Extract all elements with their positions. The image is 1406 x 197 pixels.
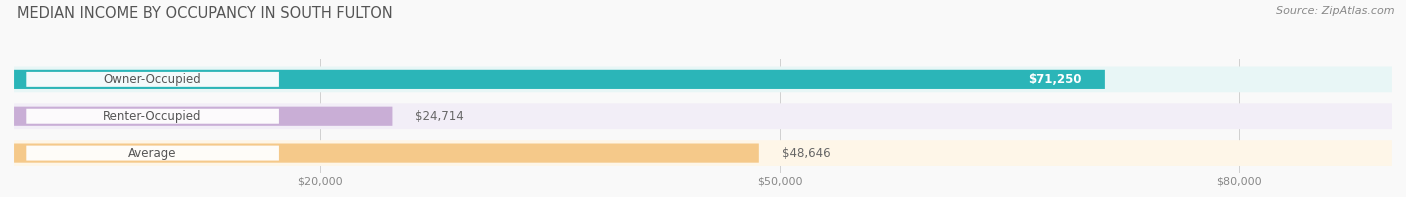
Text: Owner-Occupied: Owner-Occupied [104, 73, 201, 86]
FancyBboxPatch shape [14, 107, 392, 126]
Text: Average: Average [128, 147, 177, 160]
Text: Renter-Occupied: Renter-Occupied [104, 110, 202, 123]
FancyBboxPatch shape [14, 140, 1392, 166]
FancyBboxPatch shape [27, 109, 278, 124]
Text: $24,714: $24,714 [415, 110, 464, 123]
FancyBboxPatch shape [27, 72, 278, 87]
FancyBboxPatch shape [14, 103, 1392, 129]
Text: $48,646: $48,646 [782, 147, 831, 160]
FancyBboxPatch shape [27, 146, 278, 161]
Text: MEDIAN INCOME BY OCCUPANCY IN SOUTH FULTON: MEDIAN INCOME BY OCCUPANCY IN SOUTH FULT… [17, 6, 392, 21]
FancyBboxPatch shape [14, 66, 1392, 92]
FancyBboxPatch shape [14, 70, 1105, 89]
Text: Source: ZipAtlas.com: Source: ZipAtlas.com [1277, 6, 1395, 16]
FancyBboxPatch shape [14, 143, 759, 163]
Text: $71,250: $71,250 [1028, 73, 1083, 86]
